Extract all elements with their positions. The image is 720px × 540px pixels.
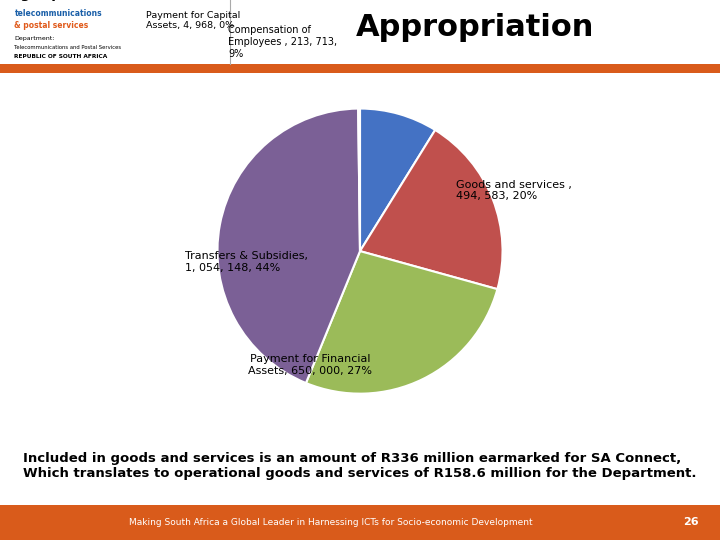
Text: Goods and services ,
494, 583, 20%: Goods and services , 494, 583, 20% [456,180,572,201]
Text: Payment for Financial
Assets, 650, 000, 27%: Payment for Financial Assets, 650, 000, … [248,354,372,376]
Text: Transfers & Subsidies,
1, 054, 148, 44%: Transfers & Subsidies, 1, 054, 148, 44% [185,251,308,273]
Text: telecommunications: telecommunications [14,9,102,18]
Wedge shape [358,109,360,251]
Text: Compensation of
Employees , 213, 713,
9%: Compensation of Employees , 213, 713, 9% [228,25,337,59]
Text: & postal services: & postal services [14,21,89,30]
Bar [0,0,230,64]
Text: Budget per Economic Classification: Budget per Economic Classification [0,0,266,2]
Text: Telecommunications and Postal Services: Telecommunications and Postal Services [14,45,122,50]
Bar [0,64,720,73]
Wedge shape [360,109,435,251]
Text: 26: 26 [683,517,699,528]
Text: Making South Africa a Global Leader in Harnessing ICTs for Socio-economic Develo: Making South Africa a Global Leader in H… [130,518,533,527]
Text: Department:: Department: [14,36,55,41]
Text: Included in goods and services is an amount of R336 million earmarked for SA Con: Included in goods and services is an amo… [23,453,697,480]
Wedge shape [306,251,498,394]
Wedge shape [360,130,503,289]
Text: Appropriation: Appropriation [356,13,595,42]
Text: REPUBLIC OF SOUTH AFRICA: REPUBLIC OF SOUTH AFRICA [14,55,108,59]
Wedge shape [217,109,360,383]
Text: Payment for Capital
Assets, 4, 968, 0%: Payment for Capital Assets, 4, 968, 0% [146,11,240,30]
